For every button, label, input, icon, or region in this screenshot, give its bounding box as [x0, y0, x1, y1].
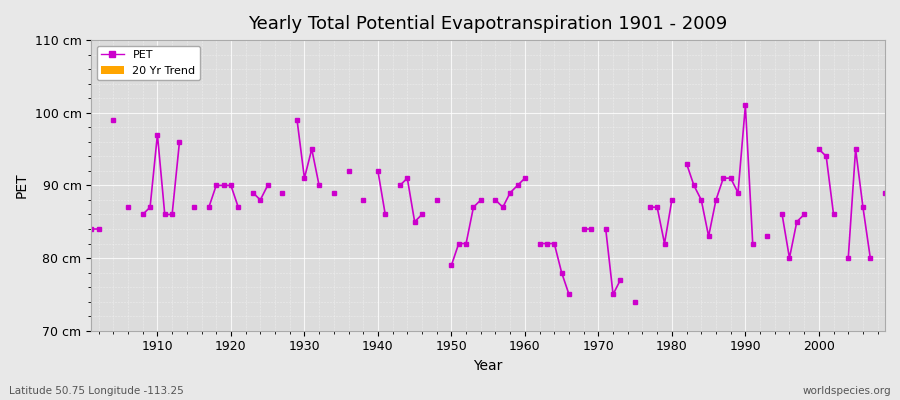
- Title: Yearly Total Potential Evapotranspiration 1901 - 2009: Yearly Total Potential Evapotranspiratio…: [248, 15, 728, 33]
- Legend: PET, 20 Yr Trend: PET, 20 Yr Trend: [97, 46, 200, 80]
- Text: Latitude 50.75 Longitude -113.25: Latitude 50.75 Longitude -113.25: [9, 386, 184, 396]
- Y-axis label: PET: PET: [15, 173, 29, 198]
- Text: worldspecies.org: worldspecies.org: [803, 386, 891, 396]
- X-axis label: Year: Year: [473, 359, 503, 373]
